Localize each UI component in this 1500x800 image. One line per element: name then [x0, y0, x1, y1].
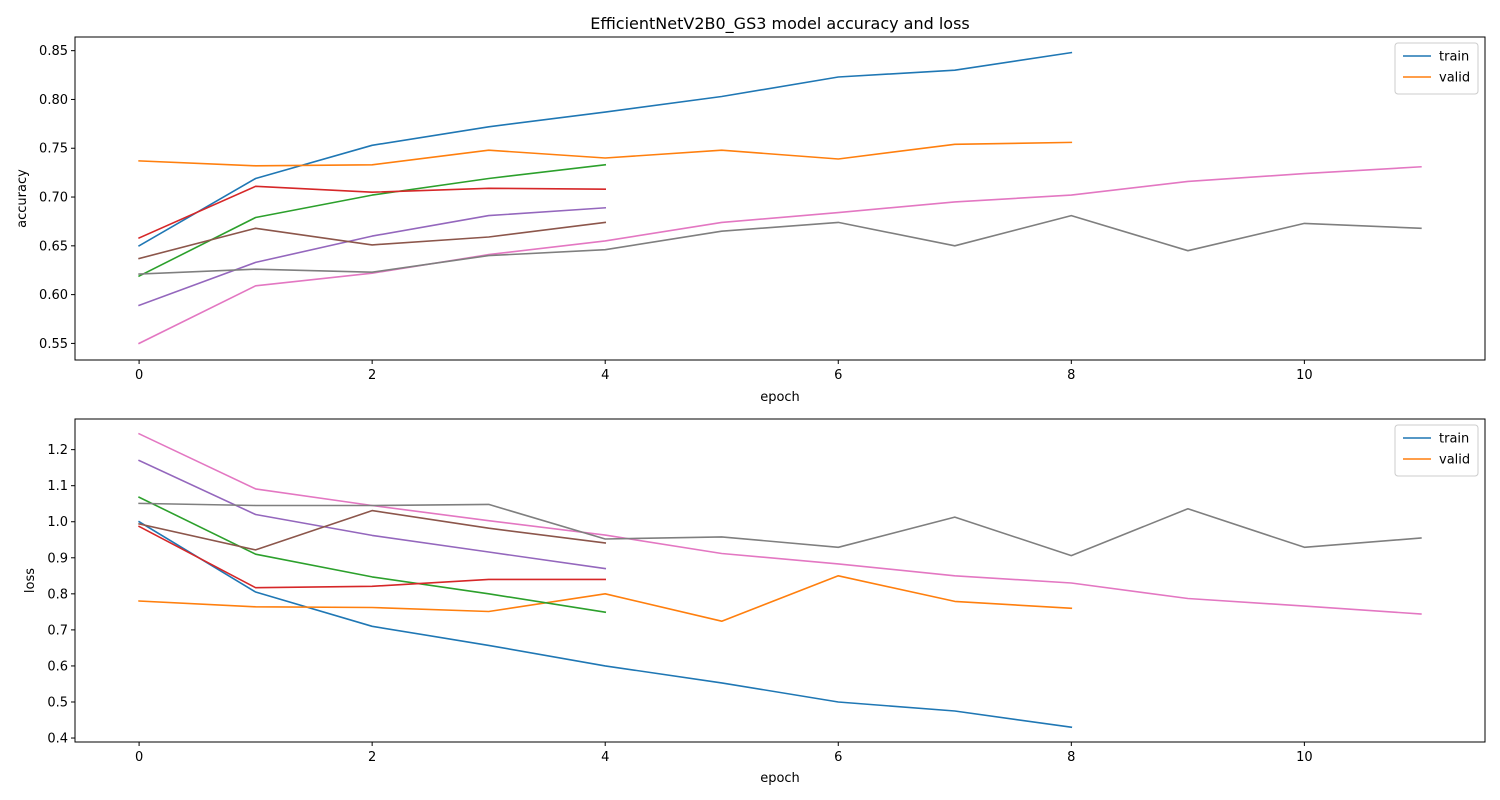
- series-line-4: [138, 459, 607, 570]
- y-tick-label: 0.55: [39, 337, 68, 352]
- x-tick-label: 10: [1296, 368, 1313, 383]
- series-line-2: [138, 163, 607, 278]
- series-line-1: [138, 141, 1073, 167]
- legend: train valid: [1394, 42, 1479, 95]
- x-tick-label: 2: [368, 368, 376, 383]
- y-tick-label: 1.1: [47, 479, 68, 494]
- figure-title: EfficientNetV2B0_GS3 model accuracy and …: [590, 14, 970, 34]
- y-tick-label: 0.9: [47, 551, 68, 566]
- legend-label: valid: [1439, 453, 1470, 468]
- y-tick-label: 0.7: [47, 623, 68, 638]
- y-tick-label: 0.65: [39, 239, 68, 254]
- x-tick-label: 6: [834, 750, 842, 765]
- series-line-6: [138, 165, 1422, 345]
- y-tick-label: 1.2: [47, 443, 68, 458]
- series-line-0: [138, 51, 1073, 247]
- legend-label: train: [1439, 432, 1469, 447]
- loss-subplot: 0 2 4 6 8 10 0.4 0.5 0.6 0.7 0.8 0.9 1.0 1.1 1.2 epoch l…: [23, 418, 1486, 786]
- series-line-1: [138, 574, 1073, 623]
- y-axis-label: loss: [23, 568, 38, 593]
- y-tick-label: 0.8: [47, 587, 68, 602]
- x-tick-label: 2: [368, 750, 376, 765]
- series-line-0: [138, 520, 1073, 729]
- legend: train valid: [1394, 424, 1479, 477]
- y-tick-label: 0.85: [39, 44, 68, 59]
- series-line-3: [138, 185, 607, 240]
- series-line-7: [138, 502, 1422, 557]
- x-tick-label: 8: [1067, 750, 1075, 765]
- y-tick-label: 0.60: [39, 288, 68, 303]
- plot-frame: [74, 36, 1486, 361]
- accuracy-subplot: 0 2 4 6 8 10 0.55 0.60 0.65 0.70 0.75 0.80 0.85 epoch…: [15, 36, 1486, 405]
- plot-frame: [74, 418, 1486, 743]
- series-lines: [138, 432, 1422, 729]
- x-tick-label: 8: [1067, 368, 1075, 383]
- legend-label: valid: [1439, 71, 1470, 86]
- x-axis-label: epoch: [760, 390, 800, 405]
- y-tick-label: 0.6: [47, 659, 68, 674]
- series-line-2: [138, 496, 607, 614]
- series-line-4: [138, 206, 607, 307]
- x-tick-label: 0: [135, 750, 143, 765]
- x-tick-label: 10: [1296, 750, 1313, 765]
- y-tick-label: 0.4: [47, 732, 68, 747]
- series-line-7: [138, 214, 1422, 275]
- series-lines: [138, 51, 1422, 345]
- x-tick-label: 4: [601, 368, 609, 383]
- y-tick-label: 0.70: [39, 191, 68, 206]
- y-tick-label: 0.5: [47, 695, 68, 710]
- series-line-5: [138, 221, 607, 260]
- y-tick-label: 0.75: [39, 142, 68, 157]
- y-axis-label: accuracy: [15, 169, 30, 228]
- series-line-6: [138, 432, 1422, 615]
- y-tick-label: 0.80: [39, 93, 68, 108]
- x-axis-label: epoch: [760, 771, 800, 786]
- legend-label: train: [1439, 50, 1469, 65]
- series-line-3: [138, 525, 607, 589]
- x-tick-label: 6: [834, 368, 842, 383]
- series-line-5: [138, 509, 607, 551]
- y-tick-label: 1.0: [47, 515, 68, 530]
- x-tick-label: 4: [601, 750, 609, 765]
- x-tick-label: 0: [135, 368, 143, 383]
